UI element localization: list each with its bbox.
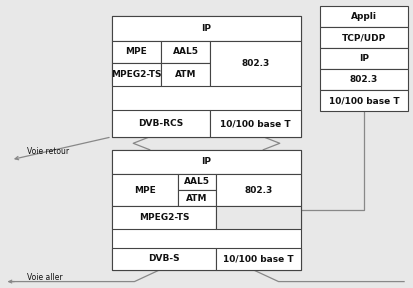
Text: 802.3: 802.3 [350, 75, 378, 84]
Bar [216, 248, 301, 270]
Text: AAL5: AAL5 [184, 177, 210, 186]
Text: MPEG2-TS: MPEG2-TS [139, 213, 189, 222]
Bar [112, 110, 210, 137]
Text: MPE: MPE [134, 185, 156, 195]
Text: 802.3: 802.3 [242, 59, 270, 68]
Bar [161, 63, 210, 86]
Text: TCP/UDP: TCP/UDP [342, 33, 386, 42]
Bar [320, 6, 408, 27]
Bar [216, 206, 301, 229]
Bar [112, 16, 301, 41]
Text: MPE: MPE [126, 48, 147, 56]
Bar [112, 150, 301, 174]
Text: Voie aller: Voie aller [27, 273, 63, 282]
Bar [216, 174, 301, 206]
Text: 10/100 base T: 10/100 base T [221, 119, 291, 128]
Text: IP: IP [359, 54, 369, 63]
Text: 10/100 base T: 10/100 base T [223, 255, 294, 264]
Bar [320, 90, 408, 111]
Bar [112, 174, 178, 206]
Text: 802.3: 802.3 [244, 185, 273, 195]
Bar [178, 174, 216, 190]
Text: ATM: ATM [175, 70, 197, 79]
Bar [320, 69, 408, 90]
Bar [112, 248, 216, 270]
Bar [112, 16, 301, 137]
Text: AAL5: AAL5 [173, 48, 199, 56]
Bar [210, 41, 301, 86]
Bar [320, 27, 408, 48]
Text: Voie retour: Voie retour [27, 147, 69, 156]
Text: IP: IP [202, 157, 211, 166]
Bar [178, 190, 216, 206]
Bar [112, 206, 216, 229]
Bar [112, 41, 161, 63]
Text: ATM: ATM [186, 194, 208, 203]
Bar [112, 63, 161, 86]
Bar [161, 41, 210, 63]
Text: MPEG2-TS: MPEG2-TS [111, 70, 162, 79]
Bar [210, 110, 301, 137]
Text: Appli: Appli [351, 12, 377, 21]
Text: DVB-S: DVB-S [148, 255, 180, 264]
Text: DVB-RCS: DVB-RCS [138, 119, 184, 128]
Text: IP: IP [202, 24, 211, 33]
Text: 10/100 base T: 10/100 base T [329, 96, 399, 105]
Bar [320, 48, 408, 69]
Bar [112, 150, 301, 270]
